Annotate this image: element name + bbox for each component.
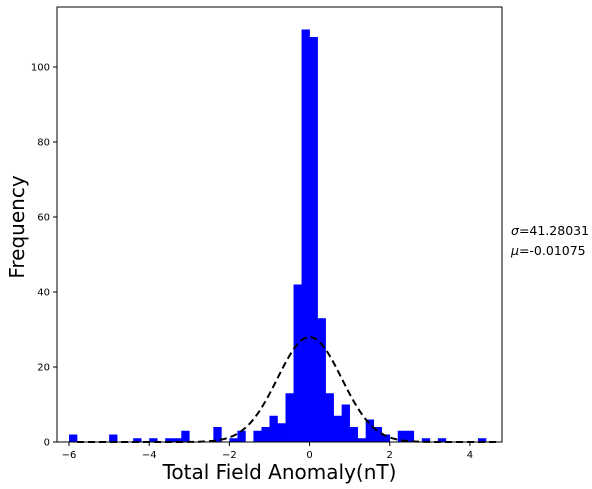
histogram-bar-24 [261,427,270,442]
sigma-annotation: σ=41.28031 [511,223,589,238]
histogram-bar-32 [325,393,334,442]
histogram-bar-14 [181,430,190,442]
y-axis-ticks: 0 20 40 60 80 100 [31,63,57,449]
mu-value: =-0.01075 [519,243,586,258]
x-tick-label: −4 [142,450,157,461]
histogram-bar-38 [373,427,383,442]
y-tick-label: 20 [37,363,50,374]
x-tick-label: 4 [467,450,473,461]
histogram-bars [69,29,487,442]
plot-area [57,7,502,442]
y-tick-label: 60 [37,213,50,224]
mu-symbol: μ [510,243,519,258]
x-axis-label: Total Field Anomaly(nT) [162,460,397,484]
mu-annotation: μ=-0.01075 [510,243,586,258]
x-tick-label: 0 [306,450,312,461]
histogram-bar-13 [173,438,182,442]
x-tick-label: −2 [222,450,237,461]
x-tick-label: −6 [62,450,77,461]
histogram-bar-8 [133,438,142,442]
histogram-bar-35 [349,427,358,442]
histogram-bar-18 [213,427,222,442]
histogram-bar-31 [317,318,326,442]
histogram-bar-37 [365,419,375,442]
histogram-bar-39 [381,434,391,442]
histogram-bar-25 [269,415,278,442]
histogram-bar-20 [229,438,238,442]
y-tick-label: 0 [44,438,50,449]
histogram-bar-33 [333,415,342,442]
histogram-bar-41 [397,430,407,442]
x-axis-ticks: −6 −4 −2 0 2 4 [62,442,473,461]
histogram-bar-12 [165,438,174,442]
sigma-symbol: σ [511,223,520,238]
histogram-bar-36 [357,438,366,442]
histogram-bar-5 [109,434,118,442]
histogram-bar-29 [301,29,310,442]
histogram-bar-51 [477,438,487,442]
plot-frame [56,6,503,443]
sigma-value: =41.28031 [519,223,589,238]
y-tick-label: 40 [37,288,50,299]
y-tick-label: 80 [37,138,50,149]
histogram-bar-46 [437,438,447,442]
histogram-bar-10 [149,438,158,442]
histogram-bar-27 [285,393,294,442]
histogram-bar-34 [341,404,350,442]
histogram-bar-28 [293,284,302,442]
histogram-bar-42 [405,430,415,442]
y-axis-label: Frequency [5,175,29,278]
histogram-bar-0 [69,434,78,442]
histogram-bar-30 [309,37,318,442]
histogram-bar-21 [237,430,246,442]
histogram-bar-23 [253,430,262,442]
y-tick-label: 100 [31,63,50,74]
histogram-bar-44 [421,438,431,442]
histogram-bar-26 [277,423,286,442]
x-tick-label: 2 [387,450,393,461]
